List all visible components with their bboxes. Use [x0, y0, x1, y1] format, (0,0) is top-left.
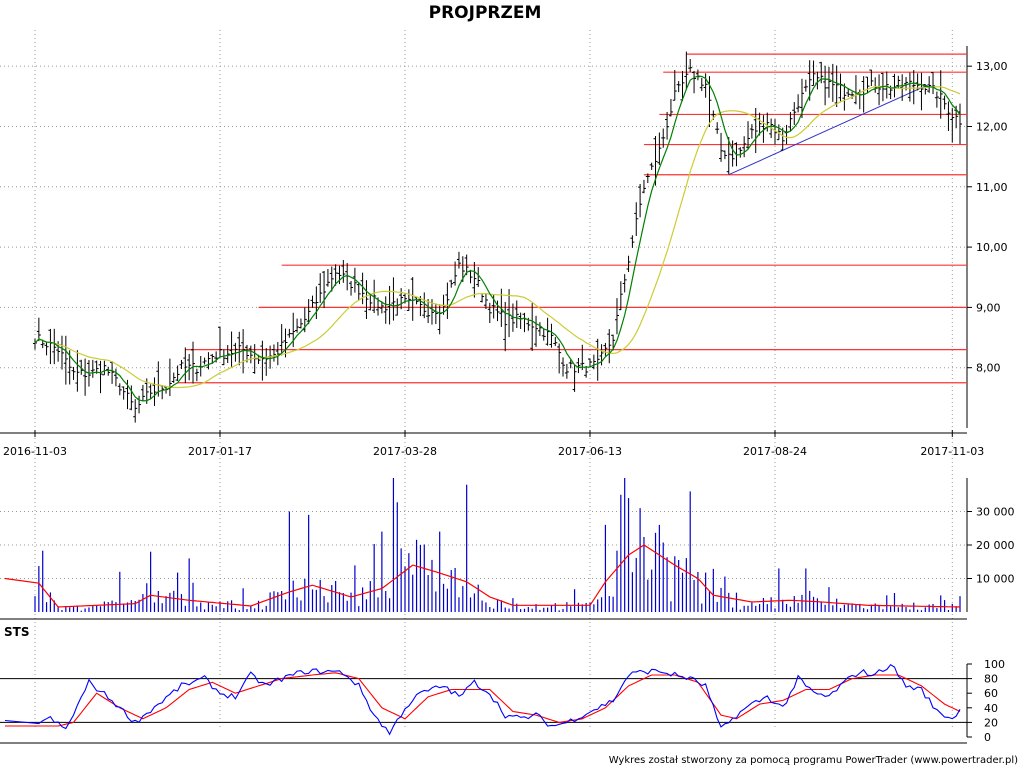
sts-y-tick-label: 20	[984, 716, 998, 729]
price-y-tick-label: 9,00	[976, 301, 1001, 314]
price-y-tick-label: 10,00	[976, 241, 1008, 254]
x-tick-label: 2017-08-24	[743, 445, 807, 458]
sts-y-tick-label: 40	[984, 702, 998, 715]
chart-title: PROJPRZEM	[429, 3, 542, 23]
price-y-tick-label: 12,00	[976, 120, 1008, 133]
sts-label: STS	[4, 625, 29, 639]
x-tick-label: 2017-11-03	[920, 445, 984, 458]
price-y-tick-label: 13,00	[976, 60, 1008, 73]
footer-credit: Wykres został stworzony za pomocą progra…	[609, 755, 1018, 766]
volume-y-tick-label: 10 000	[976, 573, 1015, 586]
sts-y-tick-label: 100	[984, 658, 1005, 671]
volume-average-line	[4, 544, 961, 608]
x-tick-label: 2017-03-28	[373, 445, 437, 458]
price-y-tick-label: 11,00	[976, 181, 1008, 194]
price-panel: 8,00 9,00 10,00 11,00 12,00 13,00 2016-11-03 20…	[0, 30, 1008, 730]
sts-y-tick-label: 60	[984, 687, 998, 700]
sts-y-tick-label: 0	[984, 731, 991, 744]
volume-panel: 10 000 20 000 30 000	[0, 478, 1015, 620]
x-tick-label: 2017-06-13	[558, 445, 622, 458]
volume-y-tick-label: 20 000	[976, 539, 1015, 552]
x-tick-label: 2016-11-03	[3, 445, 67, 458]
volume-y-tick-label: 30 000	[976, 506, 1015, 519]
sts-k-line	[4, 663, 961, 736]
sts-y-tick-label: 80	[984, 673, 998, 686]
x-tick-label: 2017-01-17	[188, 445, 252, 458]
price-y-tick-label: 8,00	[976, 362, 1001, 375]
sts-d-line	[5, 672, 961, 727]
price-ma-short-line	[34, 75, 961, 402]
trendline	[728, 83, 930, 176]
price-ma-long-line	[34, 85, 961, 389]
